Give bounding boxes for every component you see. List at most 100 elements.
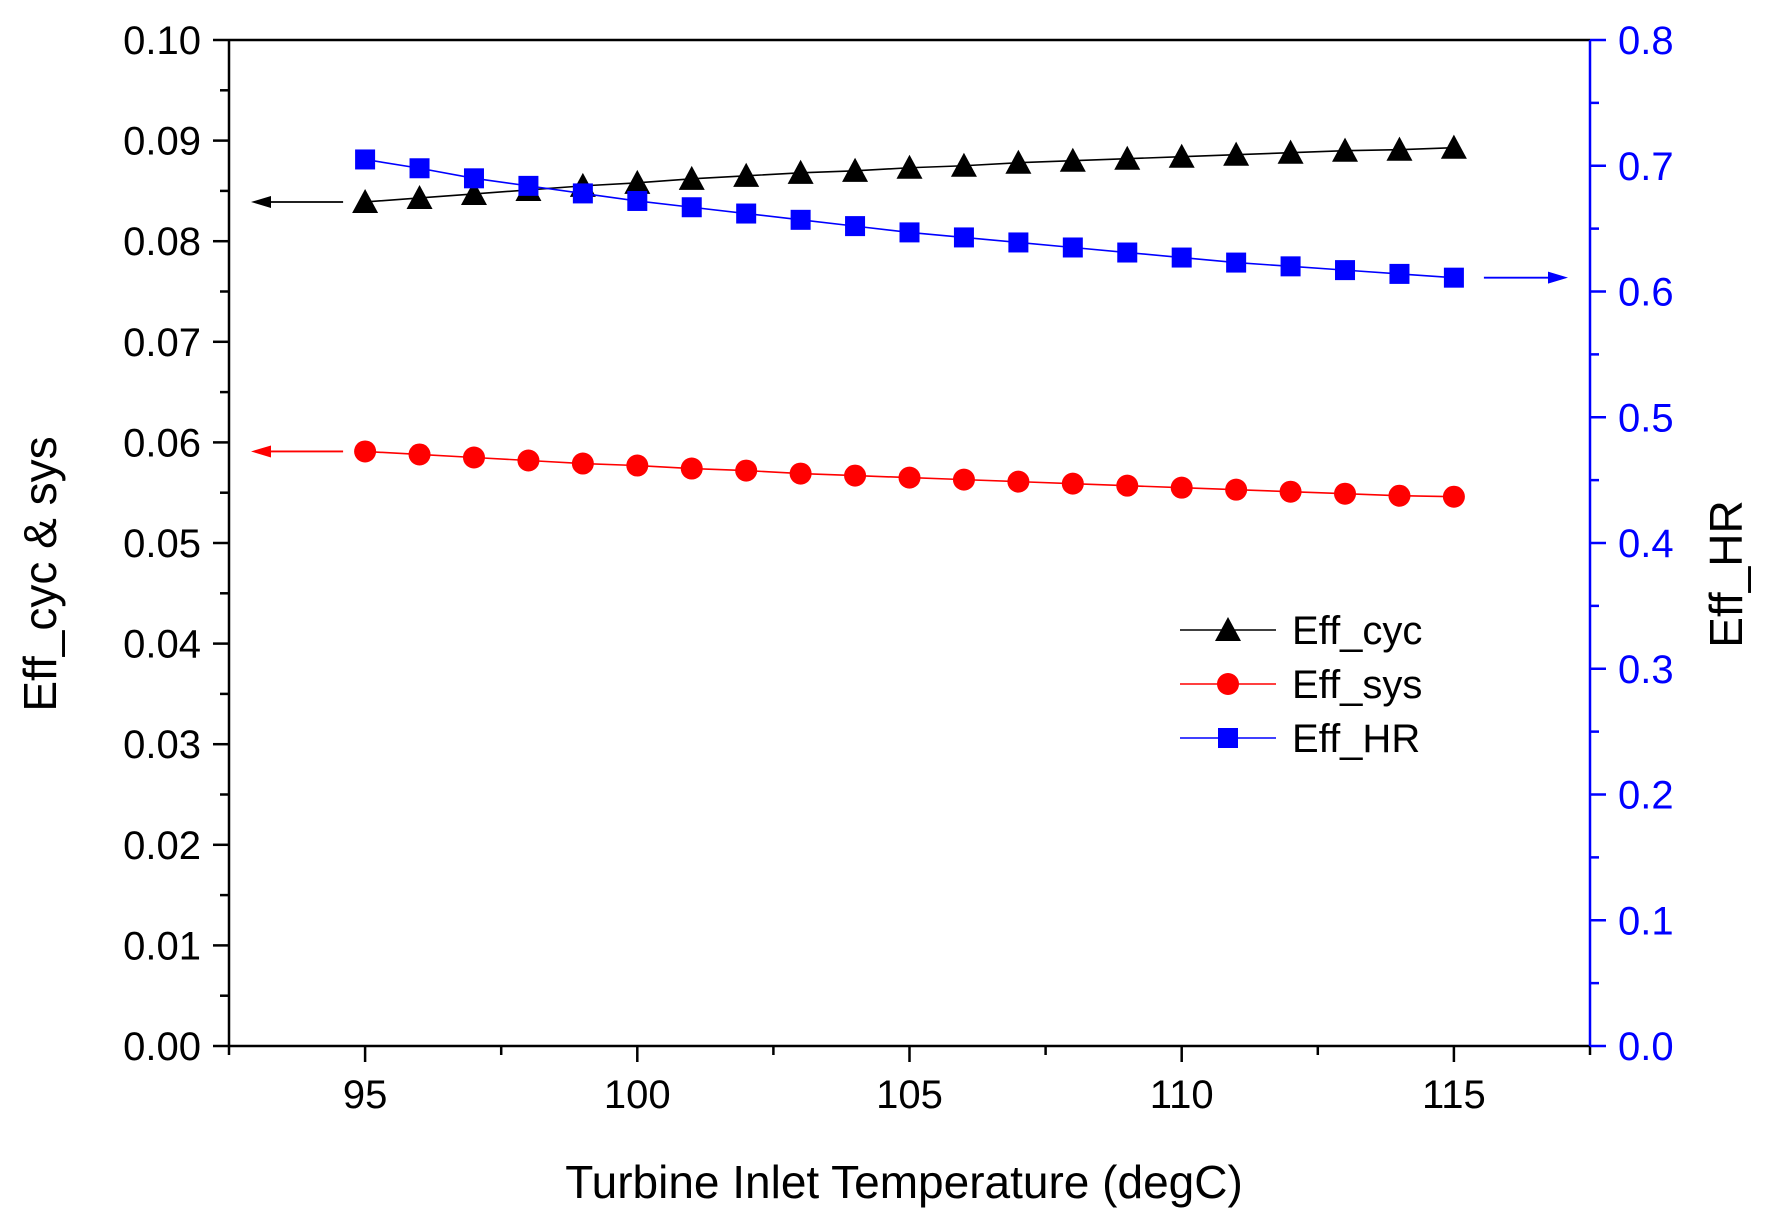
data-point [517,449,540,472]
data-point [1334,482,1357,505]
data-point [844,464,867,487]
y-right-tick-label: 0.0 [1618,1025,1674,1069]
x-tick-label: 115 [1422,1073,1486,1117]
data-point [463,168,484,189]
arrow-head [251,445,271,458]
data-point [1277,139,1304,164]
data-point [678,165,705,190]
legend-label: Eff_HR [1292,717,1420,761]
data-point [627,190,648,211]
y-left-tick-label: 0.07 [123,321,201,365]
data-point [1171,247,1192,268]
data-point [790,209,811,230]
data-point [1116,474,1139,497]
data-point [1170,476,1193,499]
y-right-tick-label: 0.6 [1618,271,1674,315]
data-point [680,457,703,480]
series-Eff_cyc [352,134,1467,214]
data-point [352,188,379,214]
data-point [735,459,758,482]
series-layer [352,134,1467,508]
data-point [571,452,594,475]
data-point [409,158,430,179]
data-point [1168,143,1195,168]
data-point [355,149,376,170]
annotation-layer [251,195,1568,458]
data-point [1008,232,1029,253]
y-left-tick-label: 0.01 [123,924,201,968]
data-point [789,462,812,485]
data-point [899,222,920,243]
data-point [1117,242,1138,263]
y-right-tick-label: 0.8 [1618,19,1674,63]
data-point [1062,237,1083,258]
series-Eff_sys [354,440,1465,508]
data-point [408,443,431,466]
data-point [1443,267,1464,288]
x-tick-label: 95 [343,1073,388,1117]
y-left-tick-label: 0.06 [123,421,201,465]
data-point [518,175,539,196]
data-point [626,454,649,477]
plot-frame [227,38,1592,1048]
legend-entry-Eff_cyc: Eff_cyc [1180,609,1422,653]
arrow-Eff_HR [1483,271,1568,284]
y-axis-left-title: Eff_cyc & sys [14,436,66,711]
series-Eff_HR [355,149,1464,288]
arrow-head [251,195,271,208]
y-left-tick-label: 0.08 [123,220,201,264]
data-point [460,180,487,205]
y-left-tick-label: 0.03 [123,723,201,767]
legend-marker [1218,728,1238,748]
data-point [1389,263,1410,284]
data-point [1442,485,1465,508]
data-point [681,197,702,218]
y-right-tick-label: 0.7 [1618,145,1674,189]
y-axis-left: 0.00 0.01 0.02 0.03 0.04 0.05 0.06 0.07 0.08 0.09… [123,19,229,1069]
legend-label: Eff_cyc [1292,609,1422,653]
arrow-Eff_cyc [251,195,344,208]
arrow-Eff_sys [251,445,344,458]
y-left-tick-label: 0.09 [123,120,201,164]
x-axis-title: Turbine Inlet Temperature (degC) [565,1156,1243,1208]
data-point [1007,470,1030,493]
data-point [952,468,975,491]
x-tick-label: 100 [604,1073,671,1117]
legend-entry-Eff_HR: Eff_HR [1180,717,1420,761]
data-point [896,154,923,179]
legend-label: Eff_sys [1292,663,1422,707]
y-left-tick-label: 0.10 [123,19,201,63]
data-point [1061,472,1084,495]
data-point [733,162,760,187]
data-point [1335,260,1356,281]
data-point [406,184,433,209]
data-point [1440,134,1467,159]
data-point [572,183,593,204]
y-axis-right-title: Eff_HR [1700,500,1752,647]
arrow-head [1548,271,1568,284]
data-point [845,216,866,237]
data-point [736,203,757,224]
data-point [1225,478,1248,501]
data-point [1226,252,1247,273]
x-tick-label: 110 [1150,1073,1214,1117]
data-point [624,169,651,194]
data-point [950,152,977,177]
y-right-tick-label: 0.3 [1618,648,1674,692]
data-point [1005,149,1032,174]
data-point [1388,484,1411,507]
y-axis-right: 0.0 0.1 0.2 0.3 0.4 0.5 0.6 0.7 0.8 [1590,19,1674,1069]
y-left-tick-label: 0.02 [123,824,201,868]
data-point [462,446,485,469]
data-point [1280,256,1301,277]
y-right-tick-label: 0.5 [1618,396,1674,440]
data-point [1386,136,1413,161]
x-axis: 95 100 105 110 115 [227,1046,1592,1117]
data-point [1059,147,1086,172]
y-left-tick-label: 0.05 [123,522,201,566]
data-point [1332,137,1359,162]
x-tick-label: 105 [876,1073,943,1117]
data-point [898,466,921,489]
legend-entry-Eff_sys: Eff_sys [1180,663,1422,707]
